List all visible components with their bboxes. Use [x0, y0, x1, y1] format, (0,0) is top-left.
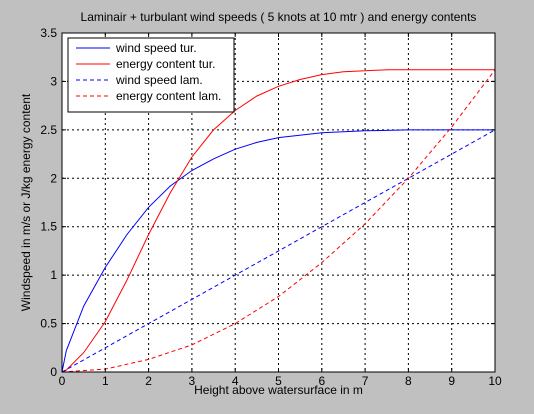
series-line-1 [61, 129, 495, 373]
series-lines [61, 69, 496, 373]
y-tick-label: 3 [50, 74, 57, 88]
y-tick-label: 2.5 [40, 123, 57, 137]
y-tick-label: 1 [50, 268, 57, 282]
axis-ticks: 0 1 2 3 4 5 6 7 8 9 10 0 0.5 1 1.5 2 2.5 3 3.5 [40, 26, 502, 388]
x-tick-label: 1 [102, 374, 109, 388]
x-tick-label: 8 [405, 374, 412, 388]
chart-title: Laminair + turbulant wind speeds ( 5 kno… [81, 10, 477, 24]
y-tick-label: 0 [50, 365, 57, 379]
x-tick-label: 2 [145, 374, 152, 388]
x-tick-label: 3 [189, 374, 196, 388]
y-axis-label: Windspeed in m/s or J/kg energy content [19, 93, 33, 311]
y-tick-label: 1.5 [40, 220, 57, 234]
x-tick-label: 5 [275, 374, 282, 388]
legend-entry: energy content tur. [116, 57, 215, 71]
x-tick-label: 7 [362, 374, 369, 388]
x-axis-label: Height above watersurface in m [194, 383, 363, 397]
y-tick-label: 2 [50, 171, 57, 185]
series-line-4 [61, 69, 496, 373]
legend-box [67, 37, 235, 113]
y-tick-label: 0.5 [40, 317, 57, 331]
x-tick-label: 4 [232, 374, 239, 388]
x-tick-label: 0 [59, 374, 66, 388]
legend-entry: energy content lam. [116, 89, 221, 103]
x-tick-label: 9 [448, 374, 455, 388]
x-tick-label: 10 [488, 374, 502, 388]
legend-entry: wind speed tur. [115, 41, 197, 55]
legend-entry: wind speed lam. [115, 73, 203, 87]
legend: wind speed tur. energy content tur. wind s… [67, 37, 235, 113]
y-tick-label: 3.5 [40, 26, 57, 40]
series-line-2 [61, 69, 495, 373]
x-tick-label: 6 [318, 374, 325, 388]
series-line-3 [61, 129, 496, 373]
